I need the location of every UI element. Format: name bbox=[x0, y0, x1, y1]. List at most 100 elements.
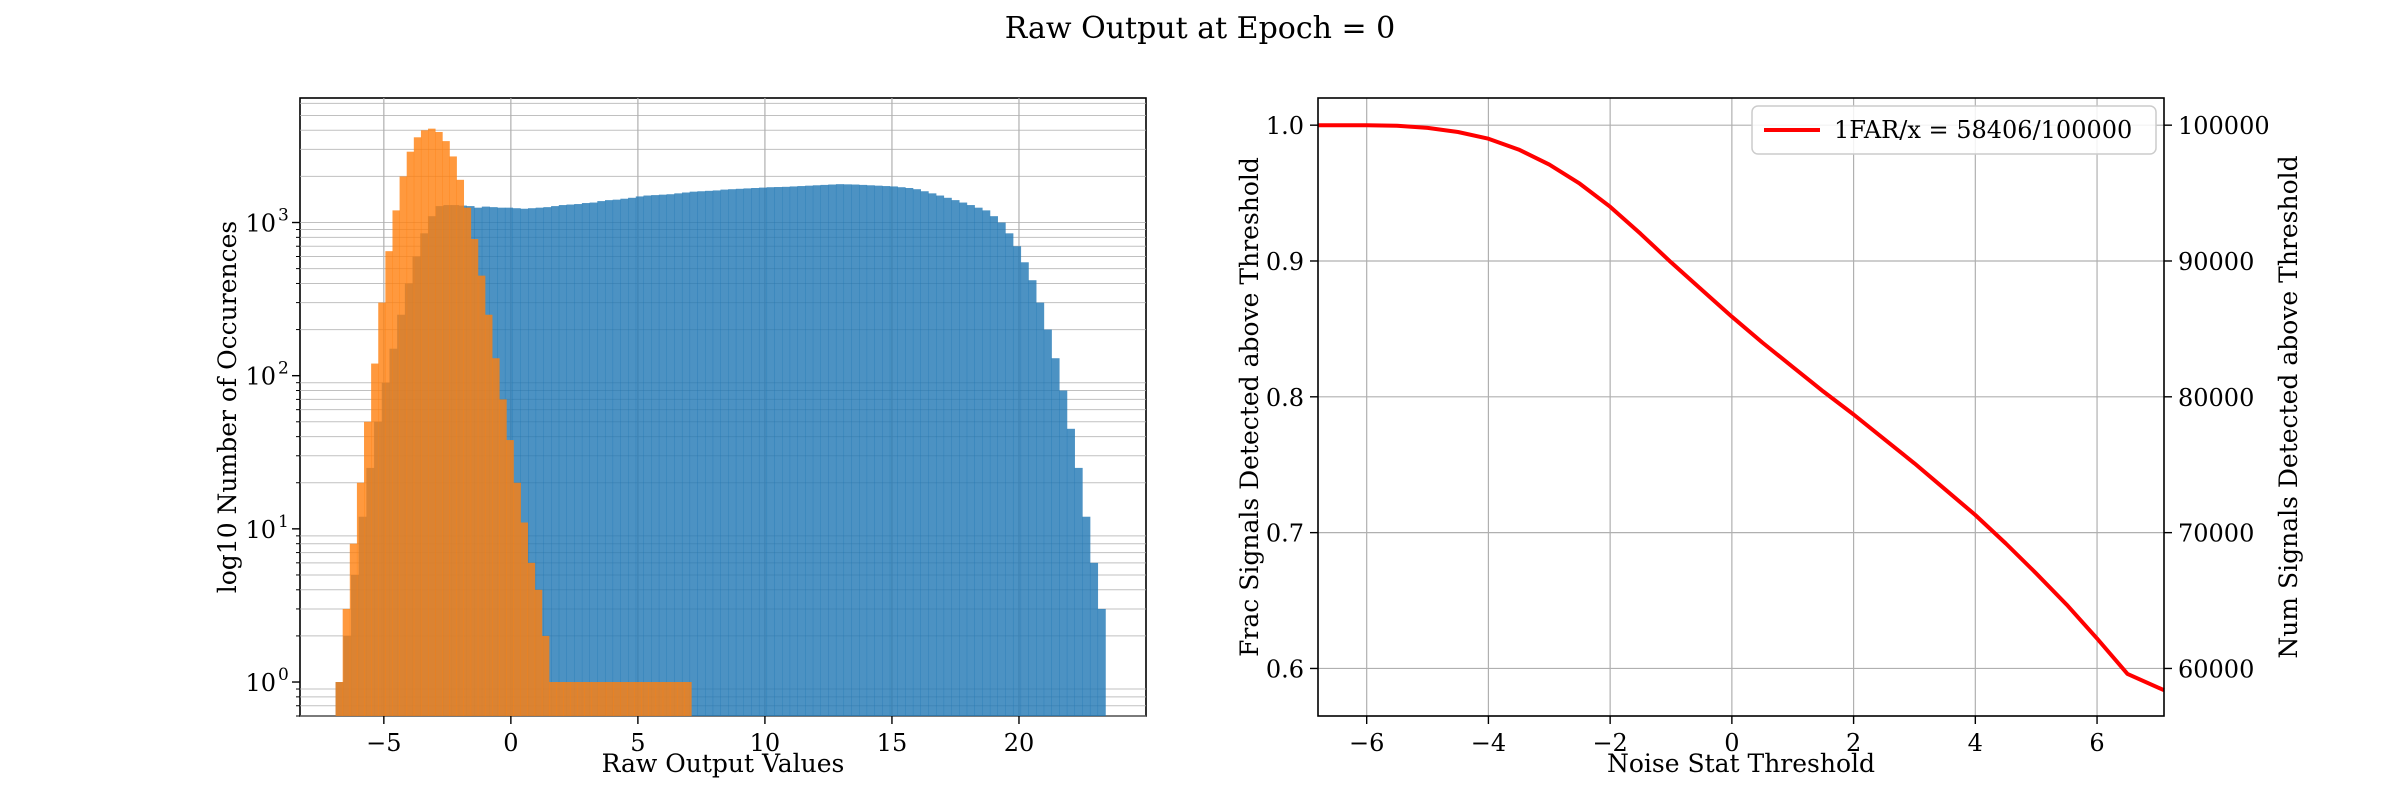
histogram-bar-blue bbox=[651, 195, 660, 716]
histogram-bar-blue bbox=[743, 188, 752, 717]
histogram-bar-blue bbox=[1043, 329, 1052, 716]
histogram-bar-orange bbox=[655, 682, 664, 716]
histogram-bar-blue bbox=[720, 189, 729, 716]
histogram-bar-orange bbox=[634, 682, 642, 716]
histogram-bar-blue bbox=[1020, 262, 1029, 716]
histogram-bar-blue bbox=[674, 193, 683, 717]
histogram-bar-orange bbox=[385, 251, 393, 716]
histogram-bar-blue bbox=[558, 205, 567, 716]
histogram-y-tick-exponent: 3 bbox=[278, 206, 289, 226]
histogram-bar-orange bbox=[470, 239, 479, 716]
histogram-bar-blue bbox=[920, 191, 929, 717]
histogram-bar-orange bbox=[484, 314, 493, 716]
histogram-bar-blue bbox=[1089, 562, 1099, 716]
histogram-bar-blue bbox=[782, 186, 791, 717]
histogram-bar-orange bbox=[527, 562, 536, 716]
histogram-bar-orange bbox=[342, 608, 351, 716]
histogram-bar-blue bbox=[805, 185, 814, 717]
histogram-y-tick-exponent: 0 bbox=[278, 665, 289, 685]
histogram-bar-blue bbox=[851, 184, 860, 716]
histogram-bar-orange bbox=[541, 635, 550, 716]
line-chart-plot-frame bbox=[1317, 97, 2165, 717]
histogram-y-tick-exponent: 2 bbox=[278, 359, 289, 379]
histogram-bar-blue bbox=[643, 195, 652, 717]
histogram-bar-orange bbox=[584, 682, 593, 716]
histogram-bar-orange bbox=[627, 682, 635, 716]
histogram-bar-orange bbox=[406, 151, 415, 716]
line-chart-right-y-tick-label: 90000 bbox=[2178, 248, 2254, 276]
histogram-bar-blue bbox=[889, 186, 898, 717]
line-chart-x-tick-label: −4 bbox=[1471, 729, 1506, 757]
line-chart-left-y-tick-label: 0.6 bbox=[1266, 655, 1304, 683]
histogram-bar-blue bbox=[966, 205, 975, 716]
histogram-bar-blue bbox=[1066, 428, 1075, 716]
histogram-bar-orange bbox=[492, 358, 500, 716]
histogram-bar-blue bbox=[1028, 280, 1037, 716]
line-chart-left-y-tick-label: 1.0 bbox=[1266, 112, 1304, 140]
histogram-bar-blue bbox=[843, 184, 852, 716]
line-chart-right-y-tick-label: 60000 bbox=[2178, 655, 2254, 683]
legend: 1FAR/x = 58406/100000 bbox=[1751, 105, 2157, 155]
histogram-bar-blue bbox=[751, 188, 760, 716]
histogram-bar-orange bbox=[612, 682, 621, 716]
histogram-bar-orange bbox=[534, 589, 543, 716]
histogram-bar-orange bbox=[356, 482, 365, 716]
histogram-y-tick-label: 10 bbox=[245, 210, 276, 238]
histogram-bar-blue bbox=[959, 202, 968, 717]
histogram-bar-orange bbox=[684, 682, 692, 716]
histogram-bar-blue bbox=[789, 186, 798, 717]
figure-title: Raw Output at Epoch = 0 bbox=[1005, 11, 1396, 46]
histogram-x-tick-label: 5 bbox=[630, 729, 645, 757]
line-chart-x-tick-label: −2 bbox=[1592, 729, 1627, 757]
histogram-bar-blue bbox=[735, 188, 744, 716]
line-chart-right-y-tick-label: 100000 bbox=[2178, 112, 2270, 140]
histogram-bar-blue bbox=[774, 187, 783, 716]
histogram-bar-blue bbox=[912, 189, 922, 716]
histogram-bar-blue bbox=[1005, 233, 1014, 716]
histogram-bar-blue bbox=[1059, 390, 1068, 716]
histogram-bar-orange bbox=[520, 522, 529, 716]
histogram-bar-blue bbox=[712, 190, 721, 716]
histogram-bar-blue bbox=[512, 208, 521, 716]
histogram-bar-blue bbox=[574, 204, 583, 716]
histogram-bar-blue bbox=[604, 200, 614, 717]
histogram-bar-orange bbox=[556, 682, 564, 716]
histogram-x-tick-label: 20 bbox=[1004, 729, 1035, 757]
histogram-bar-blue bbox=[597, 201, 606, 717]
histogram-bar-orange bbox=[392, 210, 400, 716]
histogram-bar-orange bbox=[598, 682, 607, 716]
histogram-bar-blue bbox=[1012, 246, 1022, 716]
histogram-bar-blue bbox=[882, 186, 891, 717]
histogram-bar-blue bbox=[689, 191, 698, 716]
histogram-bar-blue bbox=[982, 210, 991, 716]
legend-box bbox=[1751, 105, 2157, 155]
line-chart-left-y-tick-label: 0.7 bbox=[1266, 520, 1304, 548]
histogram-bar-blue bbox=[1082, 516, 1091, 716]
histogram-bar-orange bbox=[428, 128, 436, 716]
line-chart-x-tick-label: 0 bbox=[1724, 729, 1739, 757]
histogram-bar-blue bbox=[551, 206, 560, 716]
line-chart-left-y-axis-label: Frac Signals Detected above Threshold bbox=[1235, 157, 1264, 657]
line-chart-left-y-tick-label: 0.9 bbox=[1266, 248, 1304, 276]
histogram-bar-orange bbox=[499, 399, 507, 716]
histogram-x-tick-label: 15 bbox=[877, 729, 908, 757]
histogram-y-tick-label: 10 bbox=[245, 669, 276, 697]
histogram-bar-orange bbox=[648, 682, 657, 716]
histogram-bar-blue bbox=[828, 184, 837, 716]
line-chart-ticks: −6 −4 −2 0 2 4 6 0.6 0.7 0.8 0.9 1.0 60000 70000 80000… bbox=[1266, 112, 2270, 757]
histogram-bar-blue bbox=[820, 184, 829, 716]
line-chart-right-y-tick-label: 80000 bbox=[2178, 384, 2254, 412]
line-chart-x-axis-label: Noise Stat Threshold bbox=[1607, 749, 1875, 778]
histogram-bar-orange bbox=[605, 682, 614, 716]
legend-label: 1FAR/x = 58406/100000 bbox=[1834, 116, 2132, 144]
histogram-bar-orange bbox=[662, 682, 671, 716]
histogram-bar-orange bbox=[449, 156, 457, 716]
histogram-bar-orange bbox=[442, 141, 450, 716]
histogram-bar-orange bbox=[641, 682, 649, 716]
histogram-bar-blue bbox=[566, 204, 575, 716]
line-chart-x-tick-label: 6 bbox=[2089, 729, 2104, 757]
histogram-bar-orange bbox=[620, 682, 628, 716]
histogram-bar-blue bbox=[797, 186, 806, 717]
histogram-bar-blue bbox=[1051, 358, 1060, 716]
